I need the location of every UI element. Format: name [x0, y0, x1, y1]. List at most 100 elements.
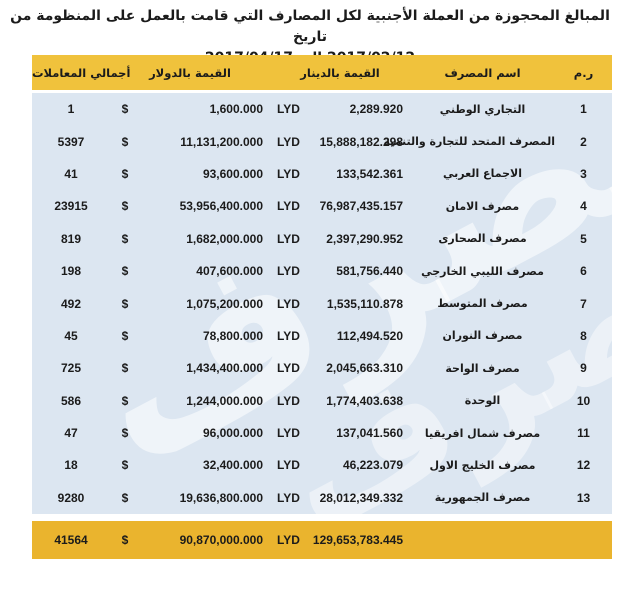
header-total-transactions: أجمالي المعاملات — [32, 65, 131, 80]
row-number-cell: 1 — [580, 102, 587, 117]
lyd-unit-cell: LYD — [277, 134, 300, 149]
bank-name-cell: مصرف الجمهورية — [434, 491, 531, 505]
total-transactions-cell: 41564 — [54, 533, 88, 548]
bank-name-cell: مصرف الصحارى — [438, 232, 527, 246]
dollar-value-cell: 11,131,200.000 — [180, 134, 263, 149]
row-number-cell: 5 — [580, 231, 587, 246]
dinar-value-cell: 581,756.440 — [336, 264, 403, 279]
lyd-unit-cell: LYD — [277, 533, 300, 548]
dinar-value-cell: 137,041.560 — [336, 426, 403, 441]
transactions-cell: 45 — [64, 328, 78, 343]
dinar-value-cell: 2,397,290.952 — [326, 231, 403, 246]
lyd-unit-cell: LYD — [277, 490, 300, 505]
transactions-cell: 819 — [60, 231, 82, 246]
dinar-value-cell: 28,012,349.332 — [319, 490, 403, 505]
table-row: 9280 $ 19,636,800.000 LYD 28,012,349.332… — [32, 482, 612, 514]
dollar-value-cell: 407,600.000 — [196, 264, 263, 279]
dinar-value-cell: 15,888,182.298 — [319, 134, 403, 149]
row-number-cell: 6 — [580, 264, 587, 279]
row-number-cell: 10 — [576, 393, 591, 408]
lyd-unit-cell: LYD — [277, 102, 300, 117]
dinar-value-cell: 46,223.079 — [342, 458, 403, 473]
report-title-line1: المبالغ المحجوزة من العملة الأجنبية لكل … — [10, 8, 610, 45]
row-number-cell: 3 — [580, 166, 587, 181]
table-row: 18 $ 32,400.000 LYD 46,223.079 مصرف الخل… — [32, 449, 612, 481]
lyd-unit-cell: LYD — [277, 361, 300, 376]
bank-name-cell: الاجماع العربي — [443, 167, 522, 181]
dollar-sign-cell: $ — [121, 490, 129, 505]
bank-name-cell: مصرف المتوسط — [437, 297, 528, 311]
dollar-value-cell: 96,000.000 — [202, 426, 263, 441]
bank-name-cell: مصرف الخليج الاول — [429, 458, 536, 472]
dollar-value-cell: 93,600.000 — [202, 166, 263, 181]
bank-name-cell: التجاري الوطني — [439, 102, 526, 116]
lyd-unit-cell: LYD — [277, 264, 300, 279]
lyd-unit-cell: LYD — [277, 328, 300, 343]
dollar-sign-cell: $ — [121, 533, 129, 548]
dinar-value-cell: 1,535,110.878 — [326, 296, 403, 311]
transactions-cell: 1 — [67, 102, 75, 117]
lyd-unit-cell: LYD — [277, 458, 300, 473]
bank-name-cell: مصرف شمال افريقيا — [424, 426, 541, 440]
dollar-sign-cell: $ — [121, 166, 129, 181]
bank-name-cell: مصرف النوران — [442, 329, 523, 343]
dollar-sign-cell: $ — [121, 426, 129, 441]
transactions-cell: 41 — [64, 166, 78, 181]
transactions-cell: 47 — [64, 426, 78, 441]
dinar-value-cell: 76,987,435.157 — [319, 199, 403, 214]
lyd-unit-cell: LYD — [277, 296, 300, 311]
row-number-cell: 11 — [577, 426, 590, 441]
dollar-sign-cell: $ — [121, 199, 129, 214]
transactions-cell: 198 — [60, 264, 82, 279]
table-row: 819 $ 1,682,000.000 LYD 2,397,290.952 مص… — [32, 223, 612, 255]
dollar-value-cell: 1,682,000.000 — [186, 231, 263, 246]
header-dinar-value: القيمة بالدينار — [300, 65, 380, 80]
lyd-unit-cell: LYD — [277, 166, 300, 181]
dinar-value-cell: 2,289.920 — [349, 102, 403, 117]
lyd-unit-cell: LYD — [277, 426, 300, 441]
row-number-cell: 13 — [576, 490, 591, 505]
dollar-sign-cell: $ — [121, 328, 129, 343]
transactions-cell: 725 — [60, 361, 82, 376]
bank-name-cell: مصرف الليبي الخارجي — [421, 264, 544, 278]
row-number-cell: 9 — [580, 361, 587, 376]
bank-name-cell: الوحدة — [464, 394, 501, 408]
row-number-cell: 8 — [580, 328, 587, 343]
row-number-cell: 12 — [576, 458, 591, 473]
table-row: 5397 $ 11,131,200.000 LYD 15,888,182.298… — [32, 125, 612, 157]
table-row: 1 $ 1,600.000 LYD 2,289.920 التجاري الوط… — [32, 93, 612, 125]
row-number-cell: 4 — [580, 199, 587, 214]
dollar-sign-cell: $ — [121, 361, 129, 376]
dinar-value-cell: 133,542.361 — [336, 166, 403, 181]
table-row: 725 $ 1,434,400.000 LYD 2,045,663.310 مص… — [32, 352, 612, 384]
table-row: 41 $ 93,600.000 LYD 133,542.361 الاجماع … — [32, 158, 612, 190]
row-number-cell: 2 — [580, 134, 587, 149]
lyd-unit-cell: LYD — [277, 231, 300, 246]
dollar-sign-cell: $ — [121, 264, 129, 279]
dollar-sign-cell: $ — [121, 102, 129, 117]
dollar-value-cell: 32,400.000 — [202, 458, 263, 473]
dollar-sign-cell: $ — [121, 231, 129, 246]
lyd-unit-cell: LYD — [277, 199, 300, 214]
dollar-sign-cell: $ — [121, 296, 129, 311]
dollar-value-cell: 78,800.000 — [202, 328, 263, 343]
table-row: 586 $ 1,244,000.000 LYD 1,774,403.638 ال… — [32, 385, 612, 417]
dollar-sign-cell: $ — [121, 393, 129, 408]
dollar-value-cell: 19,636,800.000 — [179, 490, 263, 505]
row-number-cell: 7 — [580, 296, 587, 311]
dinar-value-cell: 1,774,403.638 — [326, 393, 403, 408]
bank-name-cell: مصرف الواحة — [445, 361, 520, 375]
header-row-no: ر.م — [573, 65, 594, 80]
dollar-value-cell: 53,956,400.000 — [179, 199, 263, 214]
dinar-value-cell: 2,045,663.310 — [326, 361, 403, 376]
banks-table: أجمالي المعاملات القيمة بالدولار القيمة … — [32, 55, 612, 560]
dollar-sign-cell: $ — [121, 458, 129, 473]
lyd-unit-cell: LYD — [277, 393, 300, 408]
table-row: 23915 $ 53,956,400.000 LYD 76,987,435.15… — [32, 190, 612, 222]
dollar-value-cell: 1,600.000 — [209, 102, 263, 117]
transactions-cell: 9280 — [57, 490, 85, 505]
header-bank-name: اسم المصرف — [444, 65, 521, 80]
table-total-row: 41564 $ 90,870,000.000 LYD 129,653,783.4… — [32, 521, 612, 560]
transactions-cell: 586 — [60, 393, 82, 408]
